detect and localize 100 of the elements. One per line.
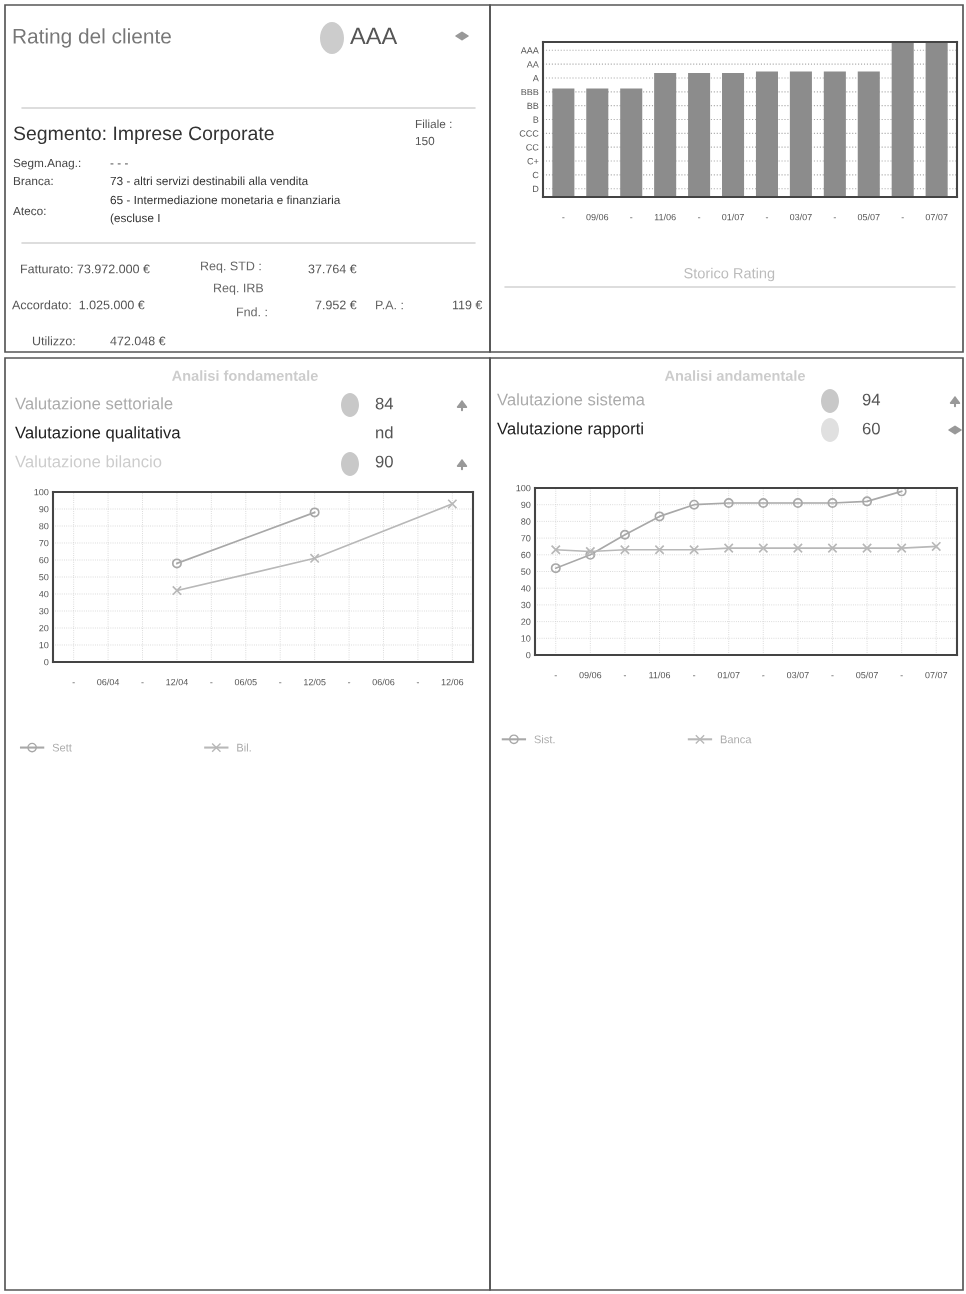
text: 37.764 € <box>308 264 357 274</box>
point <box>171 558 182 569</box>
x-tick-label: - <box>901 217 904 219</box>
x-tick-label: - <box>72 682 75 684</box>
point <box>447 498 458 509</box>
text: CCC <box>519 130 539 137</box>
text: 90 <box>375 455 393 468</box>
y-tick-label: 40 <box>39 590 49 598</box>
text: 84 <box>375 397 394 410</box>
x-tick-label: 07/07 <box>925 213 948 221</box>
point <box>309 553 320 564</box>
x-tick-label: - <box>833 217 836 219</box>
y-tick-label: 40 <box>521 585 531 592</box>
bar <box>722 73 745 197</box>
text: Accordato: 1.025.000 € <box>12 300 145 310</box>
point <box>896 488 907 497</box>
text: 7.952 € <box>315 300 357 310</box>
text: BB <box>527 102 539 109</box>
x-tick-label: - <box>831 675 834 677</box>
y-tick-label: 100 <box>516 484 531 492</box>
x-tick-label: 07/07 <box>925 671 948 679</box>
bar <box>891 42 914 197</box>
point <box>723 498 734 509</box>
y-tick-label: 80 <box>39 522 49 530</box>
text: Valutazione sistema <box>497 393 645 406</box>
x-tick-label: - <box>347 682 351 684</box>
text: Utilizzo: <box>32 336 75 346</box>
text: 94 <box>862 393 881 406</box>
bar <box>789 71 812 197</box>
x-tick-label: 06/04 <box>97 678 120 686</box>
text: C <box>532 171 539 179</box>
y-tick-label: 0 <box>44 658 49 666</box>
text: Valutazione qualitativa <box>15 426 181 442</box>
point <box>827 498 838 509</box>
x-tick-label: 06/06 <box>372 678 395 686</box>
text: 65 - Intermediazione monetaria e finanziaria <box>110 195 341 205</box>
bar <box>552 88 575 197</box>
legend-label: Sett <box>52 743 72 752</box>
text: 73 - altri servizi destinabili alla vendita <box>110 176 309 186</box>
y-tick-label: 90 <box>39 505 49 513</box>
y-tick-label: 10 <box>521 635 531 642</box>
text: AA <box>526 61 539 68</box>
x-tick-label: 09/06 <box>586 213 609 221</box>
point <box>758 498 769 509</box>
text: A <box>532 75 539 82</box>
y-tick-label: 20 <box>521 618 531 625</box>
x-tick-label: 03/07 <box>786 671 809 679</box>
legend-label: Banca <box>720 735 752 744</box>
point <box>792 498 803 509</box>
text: Req. STD : <box>201 261 261 273</box>
bar <box>586 88 609 197</box>
bar <box>755 71 778 197</box>
text: D <box>533 185 539 192</box>
legend-label: Bil. <box>237 743 251 752</box>
point <box>896 543 907 554</box>
y-tick-label: 90 <box>521 501 531 509</box>
y-tick-label: 70 <box>39 539 49 547</box>
text: P.A. : <box>376 300 403 310</box>
y-tick-label: 20 <box>39 624 49 632</box>
x-tick-label: 06/05 <box>234 678 257 686</box>
text: Fnd. : <box>237 307 267 317</box>
text: Storico Rating <box>684 267 775 282</box>
text: Segmento: Imprese Corporate <box>13 126 274 145</box>
point <box>619 529 630 540</box>
y-tick-label: 100 <box>34 488 49 496</box>
y-tick-label: 60 <box>521 551 531 559</box>
text: 472.048 € <box>110 336 166 346</box>
point <box>931 541 942 552</box>
point <box>827 543 838 554</box>
text: 150 <box>415 136 435 146</box>
x-tick-label: - <box>210 682 213 684</box>
text: B <box>533 116 539 123</box>
x-tick-label: 12/05 <box>304 678 326 686</box>
x-tick-label: 11/06 <box>654 213 676 221</box>
y-tick-label: 50 <box>39 573 49 581</box>
y-tick-label: 30 <box>39 607 49 615</box>
x-tick-label: 01/07 <box>717 671 740 679</box>
y-tick-label: 60 <box>39 556 49 564</box>
x-tick-label: - <box>762 675 765 677</box>
bar <box>925 42 948 197</box>
x-tick-label: - <box>630 217 633 219</box>
y-tick-label: 50 <box>521 568 531 575</box>
point <box>723 543 734 554</box>
point <box>654 544 665 555</box>
text: Req. IRB <box>214 283 264 295</box>
x-tick-label: - <box>698 217 701 219</box>
bar <box>654 73 677 197</box>
x-tick-label: - <box>765 217 769 219</box>
point <box>309 507 320 518</box>
x-tick-label: - <box>416 682 420 684</box>
y-tick-label: 80 <box>521 518 531 525</box>
point <box>862 543 873 554</box>
text: 60 <box>862 422 880 435</box>
x-tick-label: - <box>554 675 557 677</box>
x-tick-label: 09/06 <box>579 671 602 679</box>
text: (escluse I <box>110 213 160 225</box>
text: CC <box>526 144 539 151</box>
text: AAA <box>520 47 539 54</box>
x-tick-label: 03/07 <box>789 213 812 221</box>
text: Filiale : <box>415 119 452 129</box>
